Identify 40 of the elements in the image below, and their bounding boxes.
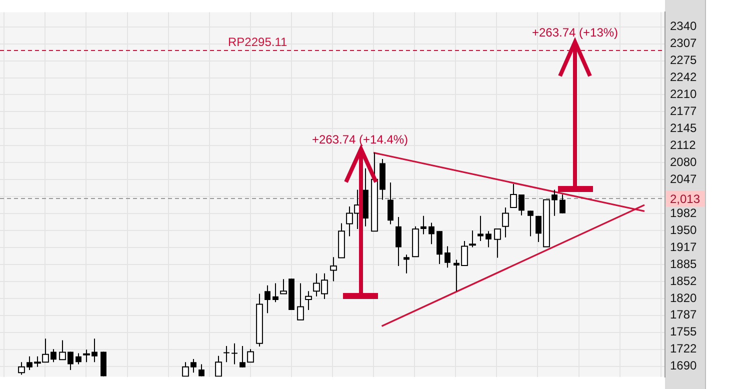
y-tick-label: 1787 — [670, 308, 698, 322]
y-tick-label: 2242 — [670, 70, 698, 84]
candlestick — [76, 352, 82, 365]
y-tick-label: 1885 — [670, 256, 698, 271]
y-tick-label: 2177 — [670, 104, 698, 118]
y-tick-label: 1690 — [670, 358, 698, 373]
candlestick — [486, 230, 492, 248]
y-tick-label: 2112 — [670, 138, 696, 152]
y-tick-label: 1852 — [670, 274, 698, 288]
candlestick — [436, 230, 442, 264]
ref-line-label: RP2295.11 — [228, 34, 288, 49]
candlestick — [428, 222, 434, 245]
y-tick-label: 1950 — [670, 222, 698, 237]
annotation: +263.74 (+14.4%) — [312, 132, 408, 146]
y-tick-label: 2080 — [670, 154, 698, 169]
candlestick — [528, 210, 534, 237]
candlestick — [444, 246, 450, 268]
y-tick-label: 2307 — [670, 36, 698, 50]
candlestick — [478, 215, 484, 242]
candlestick — [198, 364, 204, 377]
y-tick-label: 1917 — [670, 240, 698, 254]
y-tick-label: 1755 — [670, 324, 698, 339]
y-tick-label: 1982 — [670, 206, 698, 220]
y-tick-label: 2340 — [670, 19, 698, 34]
annotation: +263.74 (+13%) — [532, 25, 618, 40]
candlestick — [560, 194, 566, 214]
candlestick — [404, 254, 410, 274]
candlestick — [272, 282, 278, 303]
y-tick-label: 1820 — [670, 290, 698, 305]
candlestick — [264, 284, 270, 314]
y-tick-label: 2047 — [670, 172, 698, 186]
candlestick — [396, 216, 402, 267]
ref-line-label: 2,013 — [670, 192, 700, 206]
y-tick-label: 2210 — [670, 87, 698, 102]
candlestick — [388, 182, 394, 225]
y-tick-label: 2145 — [670, 120, 698, 135]
y-tick-label: 2275 — [670, 53, 698, 68]
candlestick — [224, 345, 230, 363]
candlestick — [232, 342, 238, 365]
y-tick-label: 1722 — [670, 342, 698, 356]
